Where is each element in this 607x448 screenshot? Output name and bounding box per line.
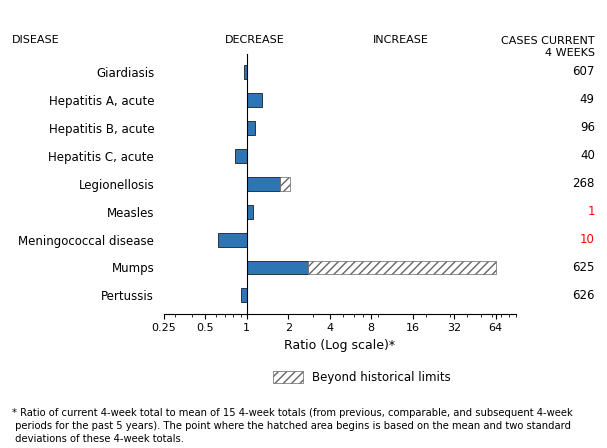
X-axis label: Ratio (Log scale)*: Ratio (Log scale)*	[284, 339, 396, 352]
Text: 626: 626	[572, 289, 595, 302]
Bar	[308, 261, 495, 275]
Text: DISEASE: DISEASE	[12, 34, 59, 44]
Text: 49: 49	[580, 93, 595, 106]
Text: CASES CURRENT
4 WEEKS: CASES CURRENT 4 WEEKS	[501, 36, 595, 58]
Bar	[235, 149, 247, 163]
Text: 1: 1	[588, 205, 595, 218]
Text: 40: 40	[580, 149, 595, 162]
Bar	[247, 205, 253, 219]
Text: 268: 268	[572, 177, 595, 190]
Bar	[247, 261, 308, 275]
Text: 625: 625	[572, 261, 595, 274]
Bar	[244, 65, 247, 79]
Legend: Beyond historical limits: Beyond historical limits	[268, 366, 455, 389]
Bar	[218, 233, 247, 246]
Bar	[280, 177, 290, 191]
Text: 607: 607	[572, 65, 595, 78]
Bar	[247, 121, 255, 135]
Text: INCREASE: INCREASE	[373, 34, 429, 44]
Text: 96: 96	[580, 121, 595, 134]
Text: * Ratio of current 4-week total to mean of 15 4-week totals (from previous, comp: * Ratio of current 4-week total to mean …	[12, 408, 573, 444]
Bar	[247, 177, 280, 191]
Text: DECREASE: DECREASE	[225, 34, 285, 44]
Text: 10: 10	[580, 233, 595, 246]
Bar	[240, 289, 247, 302]
Bar	[247, 93, 262, 107]
